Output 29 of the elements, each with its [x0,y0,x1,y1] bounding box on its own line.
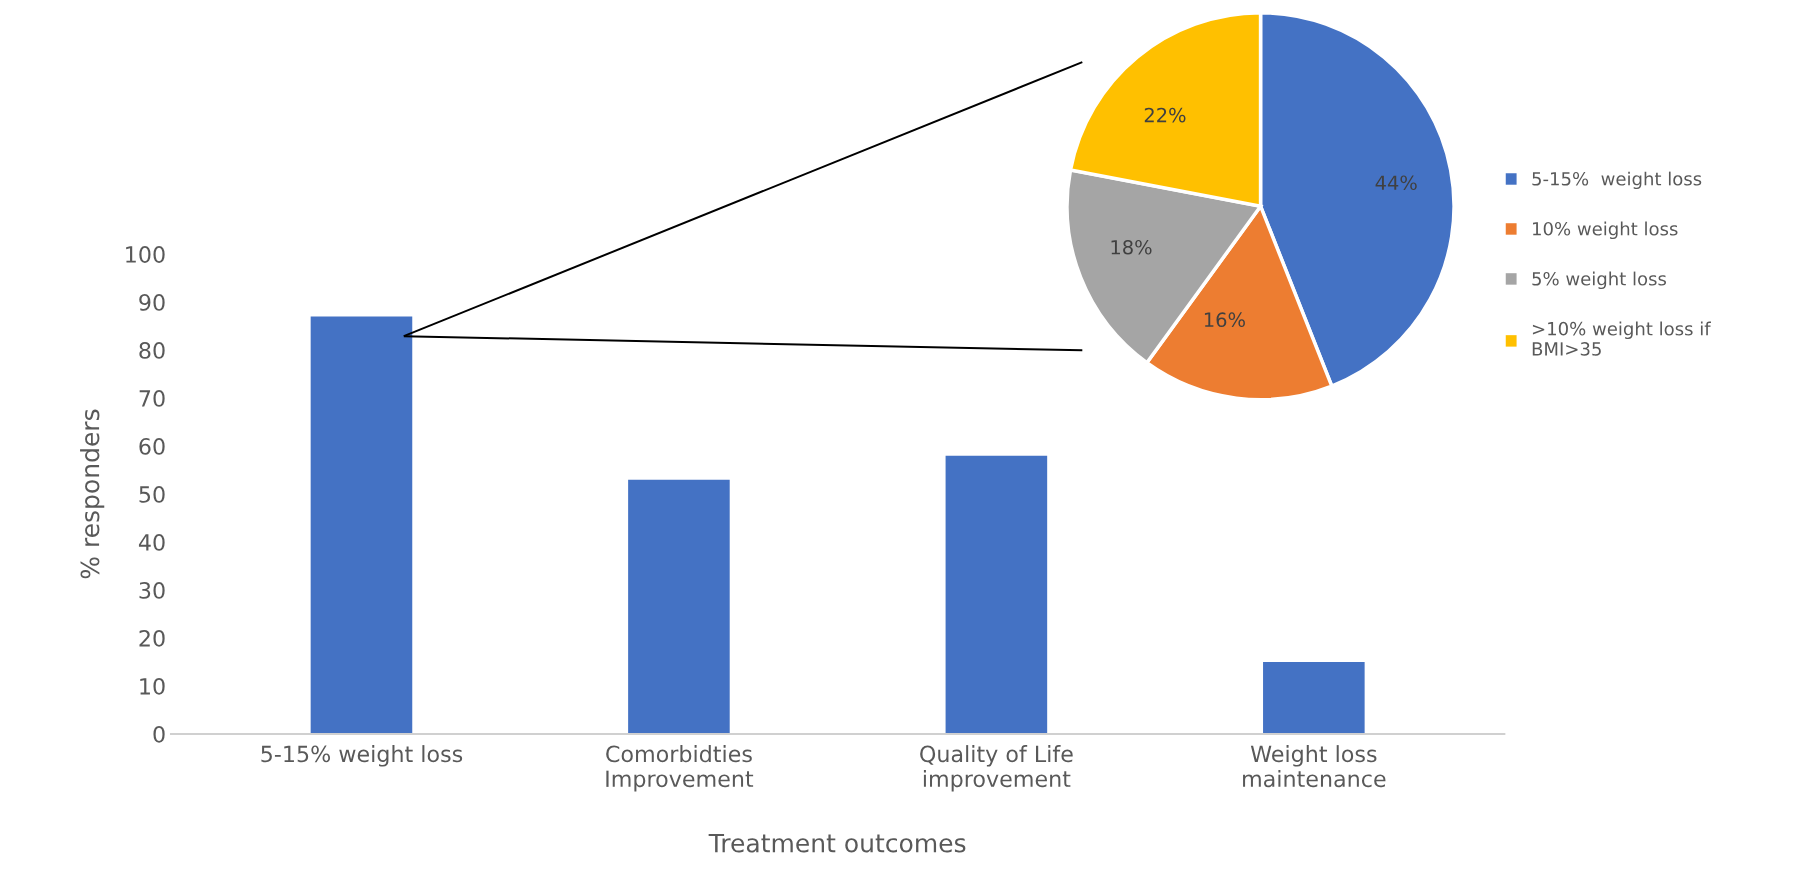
y-tick-label: 20 [139,629,165,647]
y-tick-label: 70 [139,390,165,407]
legend-label: >10% weight loss if BMI>35 [1532,321,1711,356]
data-label: 22% [1144,107,1186,123]
legend-label: 5-15% weight loss [1532,171,1702,190]
y-tick-label: 30 [139,581,165,599]
y-tick-label: 80 [139,342,165,359]
y-tick-label: 40 [138,534,165,551]
x-tick-label: 5-15% weight loss [261,745,463,767]
x-tick-label: Weight loss maintenance [1243,745,1386,788]
bar [1263,662,1365,734]
x-tick-label: Comorbidties Improvement [606,745,754,792]
data-label: 44% [1375,175,1417,191]
data-label: 18% [1111,239,1152,255]
x-axis-title: Treatment outcomes [708,833,966,853]
legend-label: 10% weight loss [1533,221,1678,240]
bar [310,316,413,734]
x-tick-label: Quality of Life improvement [920,745,1073,792]
bar [628,479,730,734]
y-axis-title: % responders [80,409,105,579]
y-tick-label: 50 [139,486,165,503]
bar [945,455,1048,734]
y-tick-label: 90 [139,294,165,311]
y-tick-label: 60 [139,438,165,455]
data-label: 16% [1204,312,1245,328]
y-tick-label: 10 [140,677,165,695]
y-tick-label: 0 [153,725,165,743]
legend-label: 5% weight loss [1532,271,1667,290]
y-tick-label: 100 [126,246,165,263]
